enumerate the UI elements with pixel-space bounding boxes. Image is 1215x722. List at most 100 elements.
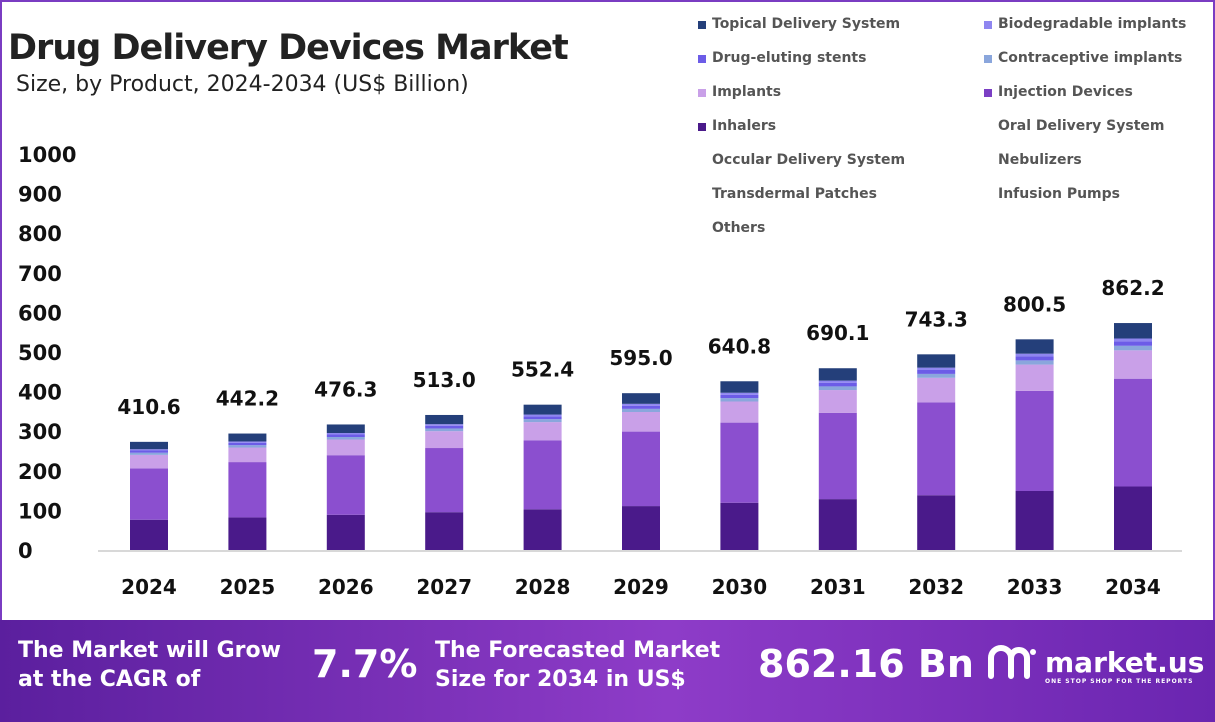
bar-segment-injection-devices — [818, 412, 857, 500]
legend-label: Implants — [712, 84, 782, 100]
bar-segment-injection-devices — [622, 431, 660, 507]
legend-label: Others — [712, 220, 766, 236]
legend-item: Implants — [698, 84, 781, 100]
bar-segment-topical-delivery-system — [1114, 323, 1152, 339]
bar-segment-drug-eluting-stents — [425, 425, 464, 429]
bar-segment-drug-eluting-stents — [326, 434, 365, 438]
bar-segment-implants — [130, 454, 168, 469]
bar-segment-implants — [917, 377, 956, 403]
legend-swatch — [698, 123, 706, 131]
legend-label: Infusion Pumps — [998, 186, 1120, 202]
legend-item: Oral Delivery System — [984, 118, 1164, 134]
bar-total-label: 690.1 — [806, 321, 869, 345]
bar-segment-drug-eluting-stents — [622, 405, 660, 409]
bar-segment-topical-delivery-system — [720, 381, 759, 393]
x-tick-label: 2031 — [810, 575, 866, 599]
x-tick-label: 2033 — [1007, 575, 1063, 599]
bar-segment-implants — [523, 422, 562, 441]
legend-item: Injection Devices — [984, 84, 1133, 100]
bar-segment-topical-delivery-system — [1015, 339, 1054, 354]
legend-label: Biodegradable implants — [998, 16, 1187, 32]
bar-segment-contraceptive-implants — [228, 445, 267, 448]
cagr-value: 7.7% — [312, 642, 418, 686]
bar-segment-implants — [228, 447, 267, 463]
y-tick-label: 600 — [18, 301, 62, 325]
legend-item: Infusion Pumps — [984, 186, 1120, 202]
legend-swatch — [698, 21, 706, 29]
bar-segment-inhalers — [326, 514, 365, 550]
bar-segment-topical-delivery-system — [818, 368, 857, 381]
y-tick-label: 700 — [18, 262, 62, 286]
legend-item: Topical Delivery System — [698, 16, 900, 32]
x-tick-label: 2027 — [416, 575, 472, 599]
legend-label: Injection Devices — [998, 84, 1133, 100]
bar-segment-biodegradable-implants — [228, 441, 267, 443]
legend-label: Occular Delivery System — [712, 152, 906, 168]
legend-item: Occular Delivery System — [698, 152, 905, 168]
x-tick-label: 2024 — [121, 575, 177, 599]
bar-segment-topical-delivery-system — [425, 414, 464, 425]
bar-segment-injection-devices — [523, 440, 562, 510]
bar-segment-biodegradable-implants — [818, 380, 857, 383]
bar-segment-inhalers — [130, 519, 168, 550]
legend-swatch — [698, 55, 706, 63]
bar-segment-contraceptive-implants — [818, 386, 857, 391]
y-tick-label: 300 — [18, 420, 62, 444]
x-tick-label: 2026 — [318, 575, 374, 599]
bar-segment-contraceptive-implants — [523, 419, 562, 423]
bar-segment-biodegradable-implants — [425, 424, 464, 426]
bar-segment-implants — [818, 390, 857, 413]
x-tick-label: 2034 — [1105, 575, 1161, 599]
bar-segment-topical-delivery-system — [228, 433, 267, 442]
bar-segment-inhalers — [228, 517, 267, 550]
legend-item: Drug-eluting stents — [698, 50, 866, 66]
bar-segment-inhalers — [1114, 486, 1152, 550]
bar-segment-implants — [425, 431, 464, 449]
bar-segment-biodegradable-implants — [326, 433, 365, 435]
bar-segment-contraceptive-implants — [622, 408, 660, 412]
bar-segment-injection-devices — [720, 422, 759, 503]
bar-segment-biodegradable-implants — [130, 449, 168, 451]
bar-segment-contraceptive-implants — [917, 373, 956, 378]
bar-segment-injection-devices — [917, 402, 956, 496]
brand-logo: market.us ONE STOP SHOP FOR THE REPORTS — [985, 642, 1205, 685]
bar-segment-biodegradable-implants — [1114, 338, 1152, 342]
y-tick-label: 500 — [18, 341, 62, 365]
bar-segment-contraceptive-implants — [720, 398, 759, 402]
x-tick-label: 2030 — [712, 575, 768, 599]
bar-segment-contraceptive-implants — [1015, 360, 1054, 365]
forecast-text: The Forecasted Market Size for 2034 in U… — [435, 638, 721, 692]
legend-swatch — [984, 55, 992, 63]
bar-segment-drug-eluting-stents — [917, 369, 956, 374]
y-tick-label: 200 — [18, 460, 62, 484]
x-tick-label: 2025 — [220, 575, 276, 599]
chart-subtitle: Size, by Product, 2024-2034 (US$ Billion… — [16, 72, 469, 97]
bar-segment-injection-devices — [228, 462, 267, 518]
legend-label: Contraceptive implants — [998, 50, 1183, 66]
bar-segment-topical-delivery-system — [130, 441, 168, 450]
bar-segment-implants — [1114, 350, 1152, 379]
bar-segment-implants — [720, 401, 759, 423]
brand-name: market.us — [1045, 645, 1205, 679]
bar-segment-injection-devices — [326, 455, 365, 515]
bar-total-label: 640.8 — [708, 334, 771, 358]
legend-swatch — [698, 89, 706, 97]
legend-swatch — [984, 89, 992, 97]
legend-label: Inhalers — [712, 118, 777, 134]
bar-segment-inhalers — [1015, 490, 1054, 550]
bar-segment-injection-devices — [1015, 390, 1054, 491]
bar-total-label: 476.3 — [314, 377, 377, 401]
bar-total-label: 442.2 — [216, 387, 279, 411]
bar-total-label: 862.2 — [1101, 276, 1164, 300]
x-tick-label: 2029 — [613, 575, 669, 599]
bar-segment-contraceptive-implants — [326, 437, 365, 440]
bar-segment-drug-eluting-stents — [818, 382, 857, 387]
legend-item: Others — [698, 220, 765, 236]
bar-segment-topical-delivery-system — [622, 393, 660, 404]
bar-segment-biodegradable-implants — [622, 403, 660, 406]
y-tick-label: 800 — [18, 222, 62, 246]
bar-total-label: 410.6 — [117, 395, 180, 419]
brand-tagline: ONE STOP SHOP FOR THE REPORTS — [1045, 678, 1194, 685]
y-tick-label: 400 — [18, 381, 62, 405]
chart-title: Drug Delivery Devices Market — [8, 28, 569, 68]
